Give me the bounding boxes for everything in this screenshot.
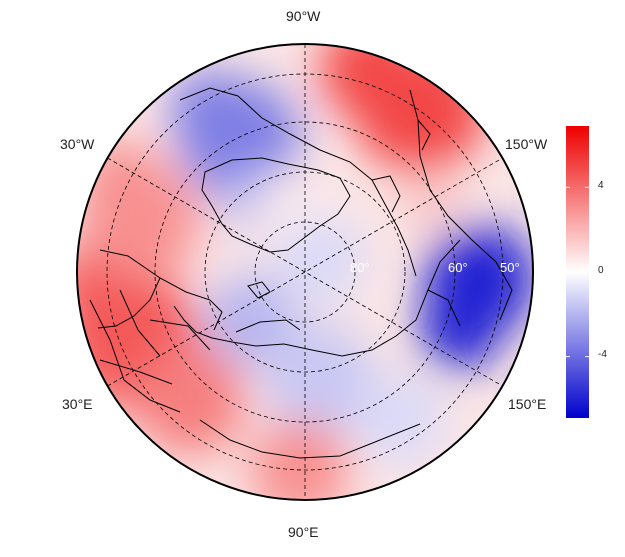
anomaly-blob-arctic-ocean xyxy=(275,215,365,305)
lon-label-150e: 150°E xyxy=(508,396,547,412)
canada-archipelago-outline xyxy=(179,87,417,277)
colorbar-tick-label-0: 0 xyxy=(598,265,604,276)
lon-label-30e: 30°E xyxy=(62,396,93,412)
lat-label-50: 50° xyxy=(500,260,520,275)
colorbar-ticks xyxy=(566,186,589,358)
lat-circle-60 xyxy=(154,121,456,423)
lon-label-90w: 90°W xyxy=(286,8,321,24)
anomaly-blob-western-russia xyxy=(135,345,245,455)
anomaly-blob-canadian-arctic-archipelago-1 xyxy=(170,70,250,150)
novaya-zemlya-outline xyxy=(235,319,301,333)
colorbar-ramp xyxy=(566,126,589,418)
anomaly-blob-mongolia-china xyxy=(355,375,445,465)
svalbard-outline xyxy=(247,281,271,299)
anomaly-blob-central-siberia xyxy=(265,325,375,435)
anomaly-blob-barents-kara-sea xyxy=(205,275,295,365)
alaska-outline xyxy=(409,89,513,321)
lon-label-150w: 150°W xyxy=(505,136,548,152)
lon-label-30w: 30°W xyxy=(60,136,95,152)
siberia-coast-outline xyxy=(173,239,461,357)
scandinavia-outline xyxy=(97,249,223,331)
colorbar-tick-label-4: 4 xyxy=(598,180,604,191)
lon-label-90e: 90°E xyxy=(288,524,319,540)
coastlines xyxy=(89,87,513,459)
anomaly-blob-east-siberia-1 xyxy=(420,290,500,370)
europe-borders xyxy=(89,289,421,459)
map-boundary xyxy=(76,43,534,501)
graticule xyxy=(106,44,504,500)
meridian-30w-150e xyxy=(107,157,503,387)
meridian-30e-150w xyxy=(107,157,503,387)
lat-label-60: 60° xyxy=(448,260,468,275)
colorbar-tick-label-minus4: -4 xyxy=(598,349,607,360)
anomaly-blob-alaska-1 xyxy=(320,44,420,120)
lat-circle-80 xyxy=(254,221,356,323)
lat-label-80: 80° xyxy=(350,260,370,275)
greenland-outline xyxy=(201,157,351,253)
